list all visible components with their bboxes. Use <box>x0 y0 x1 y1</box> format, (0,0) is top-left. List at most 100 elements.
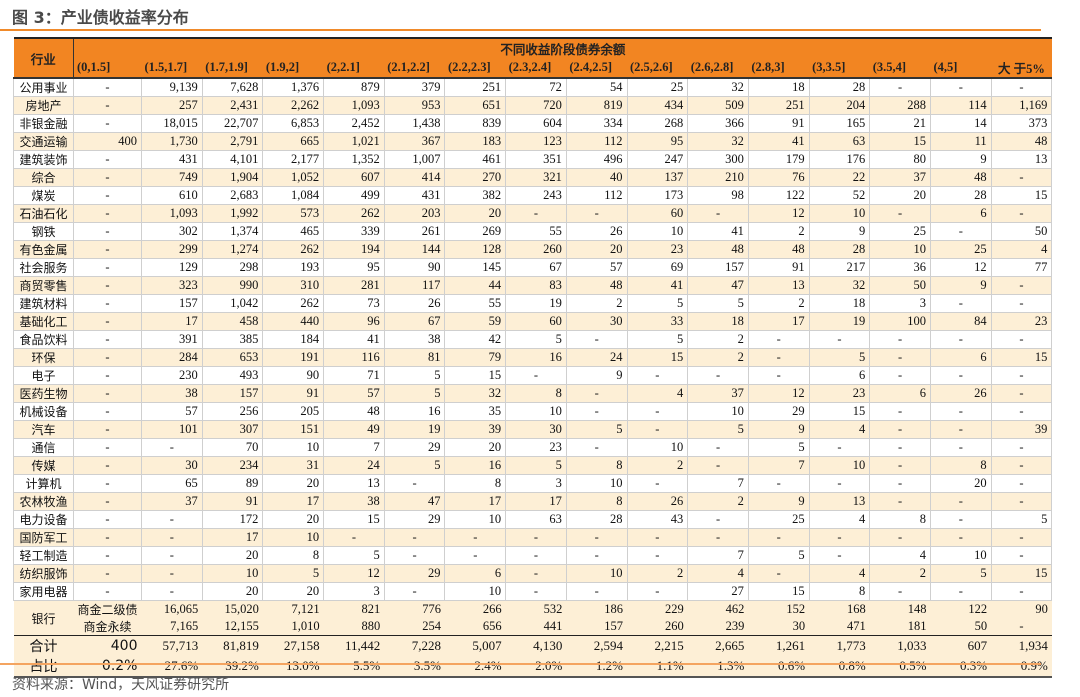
table-cell: 0.8% <box>809 656 870 678</box>
table-cell: 262 <box>262 240 325 259</box>
table-cell: 48 <box>565 276 628 295</box>
industry-name: 汽车 <box>13 420 74 439</box>
total-row: 合计 400 57,713 81,819 27,158 11,442 7,228 5,007 4… <box>13 635 1052 656</box>
table-cell: 4 <box>869 546 931 565</box>
table-cell: 254 <box>384 618 445 636</box>
table-cell: 43 <box>626 510 689 529</box>
table-row: 石油石化 -1,093 1,992 573 262 203 20- -60-12 10-6- <box>13 204 1053 223</box>
table-cell: 91 <box>201 492 264 511</box>
table-cell: 157 <box>566 618 627 636</box>
table-cell: 76 <box>747 168 810 187</box>
table-cell: 5 <box>505 330 567 349</box>
table-cell: - <box>141 582 203 601</box>
table-cell: 509 <box>687 96 749 115</box>
table-cell: 90 <box>383 258 446 277</box>
table-cell: - <box>565 204 628 223</box>
table-cell: 1,374 <box>201 222 264 241</box>
table-cell: - <box>141 564 203 583</box>
table-row: 医药生物 -38 157 91 57 5 32 8-4 37 12 23 6 26- <box>13 384 1053 403</box>
column-header: (3.5,4] <box>869 58 931 78</box>
table-cell: 70 <box>201 438 264 457</box>
table-cell: - <box>505 366 567 385</box>
table-cell: 17 <box>262 492 325 511</box>
table-cell: - <box>73 150 142 169</box>
table-cell: 25 <box>626 77 689 97</box>
table-cell: 1,904 <box>201 168 264 187</box>
table-cell: - <box>747 474 810 493</box>
table-cell: - <box>141 438 203 457</box>
table-cell: 1,773 <box>809 635 870 656</box>
industry-name: 环保 <box>13 348 74 367</box>
table-cell: 5.5% <box>323 656 385 678</box>
table-cell: 1,052 <box>262 168 325 187</box>
table-row: 汽车 -101 307 151 49 19 39 30 5-5 9 4- -39 <box>13 420 1053 439</box>
table-cell: 23 <box>626 240 689 259</box>
table-row: 综合 -749 1,904 1,052 607 414 270 321 40 137 210 76 22… <box>13 168 1053 187</box>
table-cell: 749 <box>141 168 203 187</box>
table-cell: - <box>990 204 1053 223</box>
table-cell: - <box>73 312 142 331</box>
table-cell: 7,228 <box>384 635 445 656</box>
table-cell: - <box>747 330 810 349</box>
industry-name: 社会服务 <box>13 258 74 277</box>
table-cell: 176 <box>808 150 871 169</box>
table-row: 农林牧渔 -37 91 17 38 47 17 17 8 26 2 9 13- - - <box>13 492 1053 511</box>
table-cell: 112 <box>565 186 628 205</box>
table-cell: 23 <box>505 438 567 457</box>
table-cell: - <box>808 438 871 457</box>
table-cell: - <box>990 492 1053 511</box>
table-cell: 69 <box>626 258 689 277</box>
table-cell: 5 <box>626 330 689 349</box>
industry-name: 非银金融 <box>13 114 74 133</box>
table-cell: 15,020 <box>202 600 263 618</box>
table-cell: 5 <box>929 564 992 583</box>
table-cell: 323 <box>141 276 203 295</box>
table-cell: 431 <box>383 186 446 205</box>
table-cell: 89 <box>201 474 264 493</box>
table-cell: 38 <box>323 492 385 511</box>
table-cell: 30 <box>565 312 628 331</box>
table-cell: 15 <box>990 186 1053 205</box>
table-cell: - <box>323 528 385 547</box>
table-cell: 665 <box>262 132 325 151</box>
table-cell: 2.4% <box>444 656 506 678</box>
table-cell: 33 <box>626 312 689 331</box>
table-cell: - <box>444 528 507 547</box>
bank-row: 商金永续 7,165 12,155 1,010 880 254 656 441 157 260 23… <box>14 618 1052 636</box>
industry-name: 综合 <box>13 168 74 187</box>
table-cell: 151 <box>262 420 325 439</box>
table-cell: - <box>383 546 446 565</box>
table-cell: 129 <box>141 258 203 277</box>
table-cell: 179 <box>747 150 810 169</box>
table-cell: 21 <box>869 114 931 133</box>
table-cell: 234 <box>201 456 264 475</box>
table-cell: 95 <box>626 132 689 151</box>
table-cell: 18 <box>747 77 810 97</box>
table-cell: 6 <box>869 384 931 403</box>
table-cell: 12 <box>747 384 810 403</box>
table-cell: 12 <box>929 258 992 277</box>
table-cell: 5 <box>990 510 1053 529</box>
table-cell: 47 <box>687 276 749 295</box>
table-cell: 72 <box>505 77 567 97</box>
table-cell: - <box>73 222 142 241</box>
column-header: (2.1,2.2] <box>384 58 445 78</box>
table-cell: 5 <box>565 420 628 439</box>
table-cell: 299 <box>141 240 203 259</box>
column-header: (4,5] <box>930 58 992 78</box>
table-cell: 6 <box>808 366 871 385</box>
table-cell: 18 <box>687 312 749 331</box>
table-cell: 1,042 <box>201 294 264 313</box>
table-cell: 27.6% <box>141 656 203 678</box>
table-cell: 1,007 <box>383 150 446 169</box>
table-cell: - <box>929 510 992 529</box>
industry-name: 农林牧渔 <box>13 492 74 511</box>
table-cell: 37 <box>141 492 203 511</box>
table-cell: - <box>869 204 931 223</box>
table-cell: 91 <box>747 114 810 133</box>
table-cell: 29 <box>383 510 446 529</box>
table-cell: 123 <box>505 132 567 151</box>
table-cell: 191 <box>262 348 325 367</box>
table-cell: 20 <box>201 546 264 565</box>
table-cell: 54 <box>565 77 628 97</box>
